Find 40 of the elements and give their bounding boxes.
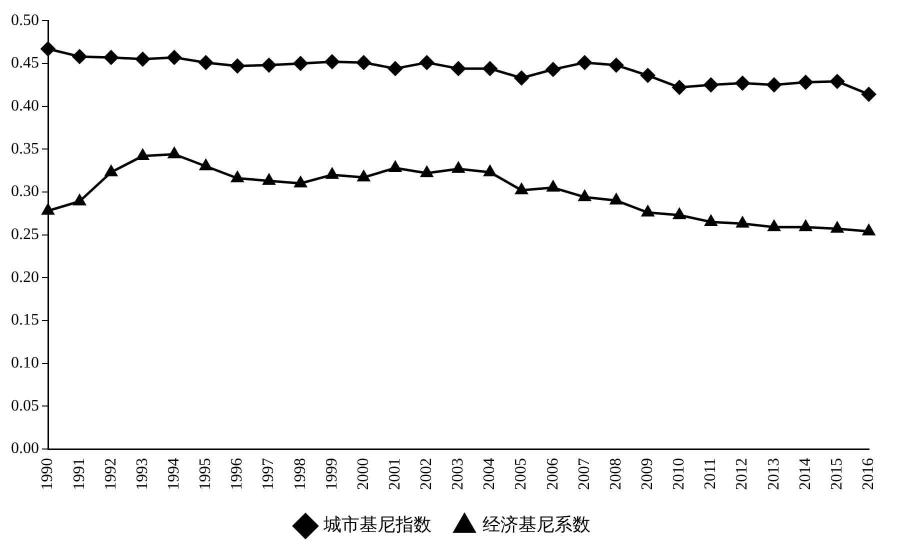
y-tick-label: 0.40: [11, 97, 39, 114]
y-tick-label: 0.35: [11, 140, 39, 158]
x-tick-label: 2007: [576, 458, 593, 490]
x-tick-label: 2004: [481, 458, 498, 490]
y-tick-label: 0.45: [11, 54, 39, 72]
x-tick-label: 2014: [796, 458, 814, 490]
x-tick-label: 2002: [418, 458, 436, 490]
x-tick-label: 2003: [450, 458, 467, 490]
x-tick-label: 2008: [607, 458, 624, 490]
x-tick-label: 2013: [765, 458, 782, 490]
x-tick-label: 2001: [386, 458, 404, 490]
x-tick-label: 2010: [670, 458, 688, 490]
y-tick-label: 0.20: [11, 268, 39, 286]
legend-label: 经济基尼系数: [482, 514, 590, 535]
x-tick-label: 2009: [639, 458, 656, 490]
x-tick-label: 2016: [860, 458, 878, 490]
x-tick-label: 2000: [354, 458, 372, 490]
x-tick-label: 1993: [134, 458, 151, 490]
x-tick-label: 1990: [39, 458, 56, 490]
x-tick-label: 1996: [228, 458, 246, 490]
x-tick-label: 1995: [197, 458, 214, 490]
x-tick-label: 1997: [260, 458, 278, 490]
y-tick-label: 0.10: [11, 354, 39, 372]
x-tick-label: 1994: [165, 458, 182, 490]
x-tick-label: 1999: [323, 458, 340, 490]
y-tick-label: 0.30: [11, 183, 39, 200]
x-tick-label: 1991: [70, 458, 88, 490]
x-tick-label: 2011: [702, 458, 720, 490]
y-tick-label: 0.50: [11, 12, 39, 29]
y-tick-label: 0.15: [11, 312, 39, 329]
x-tick-label: 1998: [292, 458, 309, 490]
x-tick-label: 2015: [828, 458, 846, 490]
legend-label: 城市基尼指数: [322, 514, 432, 535]
x-tick-label: 2006: [544, 458, 562, 490]
y-tick-label: 0.00: [11, 440, 39, 458]
y-tick-label: 0.05: [11, 397, 39, 414]
x-tick-label: 2012: [734, 458, 751, 490]
y-tick-label: 0.25: [11, 226, 39, 244]
x-tick-label: 2005: [512, 458, 530, 490]
x-tick-label: 1992: [102, 458, 120, 490]
